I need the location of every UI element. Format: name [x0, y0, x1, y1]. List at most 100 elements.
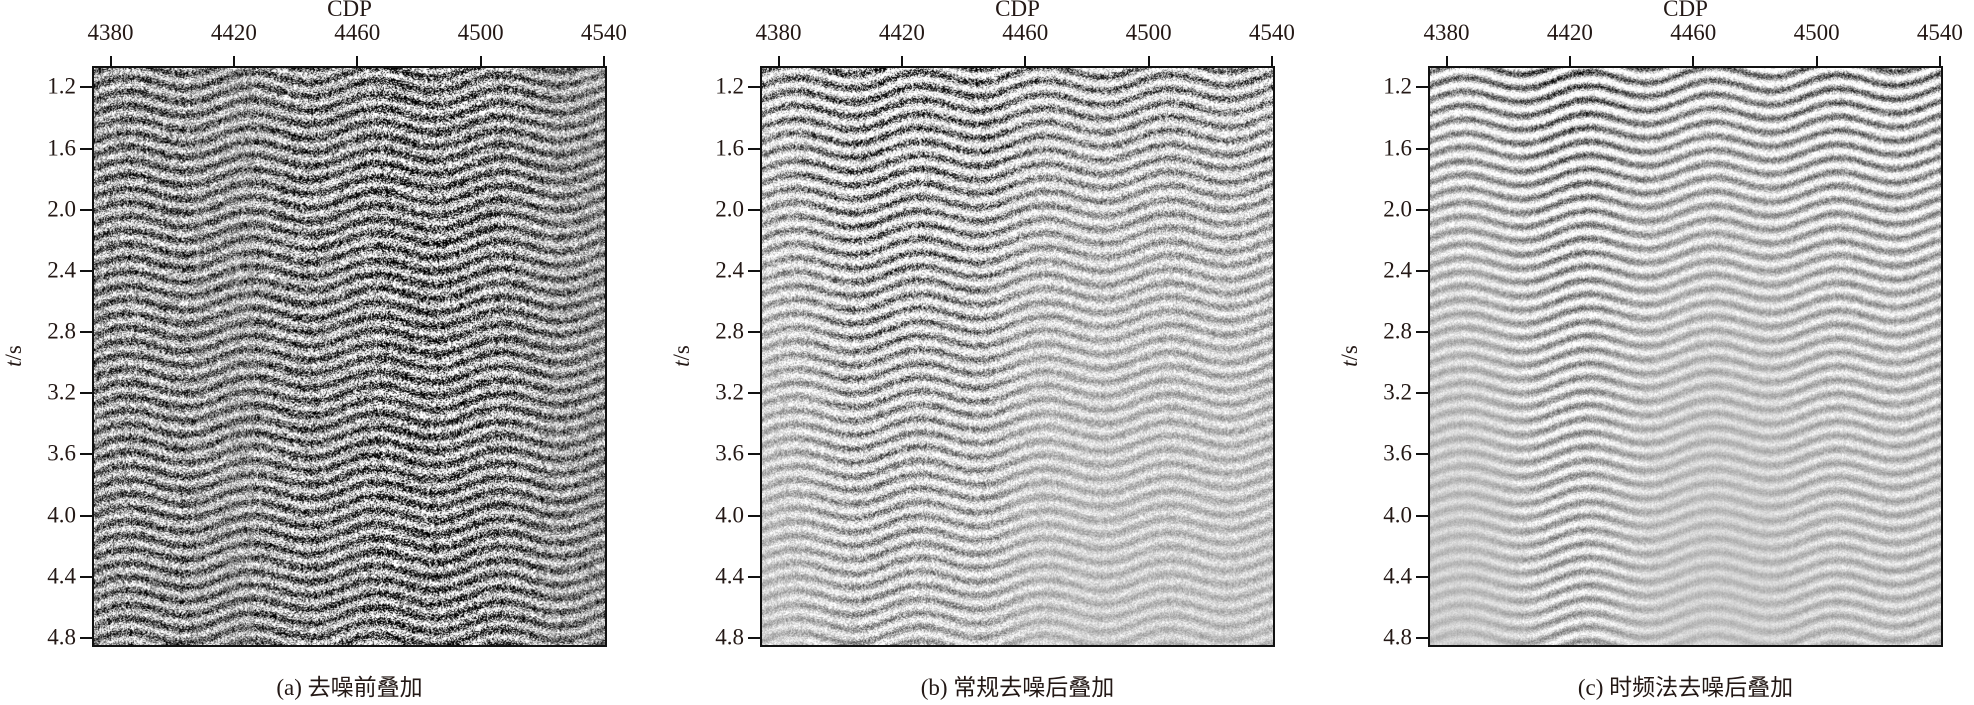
- x-tick-mark: [602, 56, 605, 66]
- y-tick-mark: [1416, 208, 1428, 211]
- y-tick-mark: [748, 575, 760, 578]
- x-tick-label: 4500: [1793, 20, 1840, 45]
- y-tick-label: 2.4: [1383, 257, 1412, 283]
- x-tick-mark: [1270, 56, 1273, 66]
- y-axis-label: t/s: [1337, 345, 1363, 367]
- y-axis-unit: /s: [1337, 345, 1362, 361]
- x-tick-mark: [1568, 56, 1571, 66]
- y-tick-label: 3.6: [715, 440, 744, 466]
- y-axis-label: t/s: [1, 345, 27, 367]
- y-tick-label: 2.4: [47, 257, 76, 283]
- seismic-section-image: [760, 66, 1275, 647]
- y-tick-mark: [748, 514, 760, 517]
- x-tick-label: 4420: [210, 20, 257, 45]
- y-tick-mark: [1416, 331, 1428, 334]
- y-tick-label: 2.8: [715, 318, 744, 344]
- y-tick-label: 3.2: [1383, 379, 1412, 405]
- y-tick-mark: [748, 208, 760, 211]
- x-tick-mark: [1024, 56, 1027, 66]
- y-tick-label: 3.2: [715, 379, 744, 405]
- x-tick-label: 4460: [1670, 20, 1717, 45]
- y-tick-mark: [1416, 636, 1428, 639]
- y-tick-mark: [80, 208, 92, 211]
- figure-caption: (c) 时频法去噪后叠加: [1577, 675, 1794, 700]
- y-tick-label: 4.4: [715, 563, 744, 589]
- y-tick-mark: [748, 331, 760, 334]
- y-axis-variable: t: [1, 360, 26, 367]
- x-axis-label: CDP: [327, 0, 372, 21]
- y-tick-label: 1.6: [715, 135, 744, 161]
- y-tick-mark: [1416, 86, 1428, 89]
- y-tick-mark: [1416, 514, 1428, 517]
- y-tick-mark: [748, 636, 760, 639]
- seismic-section-image: [1428, 66, 1943, 647]
- y-tick-label: 3.6: [1383, 440, 1412, 466]
- seismic-canvas: [94, 68, 605, 645]
- x-tick-mark: [479, 56, 482, 66]
- seismic-canvas: [1430, 68, 1941, 645]
- y-tick-mark: [80, 147, 92, 150]
- y-tick-mark: [80, 269, 92, 272]
- x-tick-label: 4380: [87, 20, 134, 45]
- y-axis-unit: /s: [1, 345, 26, 361]
- y-tick-label: 1.2: [1383, 73, 1412, 99]
- y-tick-mark: [80, 331, 92, 334]
- y-axis-variable: t: [1337, 360, 1362, 367]
- x-tick-mark: [109, 56, 112, 66]
- y-tick-mark: [748, 453, 760, 456]
- y-tick-mark: [748, 86, 760, 89]
- seismic-canvas: [762, 68, 1273, 645]
- x-tick-label: 4540: [1916, 20, 1963, 45]
- x-tick-mark: [232, 56, 235, 66]
- x-tick-mark: [356, 56, 359, 66]
- y-tick-label: 4.4: [47, 563, 76, 589]
- x-tick-mark: [1938, 56, 1941, 66]
- y-tick-mark: [748, 147, 760, 150]
- x-tick-mark: [1815, 56, 1818, 66]
- seismic-panel: CDP 4380 4420 4460 4500 4540 1.2 1.6 2.0 2.4 2.8 3.…: [1336, 0, 1974, 705]
- x-tick-mark: [1692, 56, 1695, 66]
- x-axis-label: CDP: [1663, 0, 1708, 21]
- y-tick-mark: [80, 453, 92, 456]
- x-tick-label: 4420: [878, 20, 925, 45]
- x-tick-mark: [777, 56, 780, 66]
- y-axis-variable: t: [669, 360, 694, 367]
- x-axis-label: CDP: [995, 0, 1040, 21]
- y-tick-label: 2.0: [1383, 196, 1412, 222]
- y-tick-label: 2.8: [1383, 318, 1412, 344]
- x-tick-label: 4420: [1546, 20, 1593, 45]
- seismic-section-image: [92, 66, 607, 647]
- x-tick-label: 4460: [1002, 20, 1049, 45]
- x-tick-label: 4540: [1248, 20, 1295, 45]
- x-tick-label: 4380: [1423, 20, 1470, 45]
- x-tick-mark: [900, 56, 903, 66]
- y-tick-label: 4.4: [1383, 563, 1412, 589]
- figure-caption: (a) 去噪前叠加: [276, 675, 423, 700]
- y-tick-label: 3.6: [47, 440, 76, 466]
- y-tick-mark: [80, 636, 92, 639]
- x-tick-label: 4500: [457, 20, 504, 45]
- y-tick-label: 1.2: [47, 73, 76, 99]
- y-tick-label: 1.6: [1383, 135, 1412, 161]
- y-tick-label: 1.2: [715, 73, 744, 99]
- y-tick-label: 1.6: [47, 135, 76, 161]
- y-tick-label: 3.2: [47, 379, 76, 405]
- x-tick-mark: [1147, 56, 1150, 66]
- y-tick-label: 2.0: [47, 196, 76, 222]
- y-tick-label: 4.0: [1383, 501, 1412, 527]
- x-tick-label: 4540: [580, 20, 627, 45]
- y-tick-label: 2.0: [715, 196, 744, 222]
- y-tick-label: 4.0: [47, 501, 76, 527]
- y-axis-label: t/s: [669, 345, 695, 367]
- y-axis-unit: /s: [669, 345, 694, 361]
- y-tick-mark: [748, 392, 760, 395]
- y-tick-label: 2.4: [715, 257, 744, 283]
- y-tick-mark: [1416, 392, 1428, 395]
- x-tick-label: 4380: [755, 20, 802, 45]
- seismic-panel: CDP 4380 4420 4460 4500 4540 1.2 1.6 2.0 2.4 2.8 3.…: [668, 0, 1336, 705]
- y-tick-mark: [1416, 269, 1428, 272]
- y-tick-label: 4.8: [715, 624, 744, 650]
- y-tick-mark: [80, 86, 92, 89]
- y-tick-mark: [1416, 575, 1428, 578]
- y-tick-mark: [1416, 147, 1428, 150]
